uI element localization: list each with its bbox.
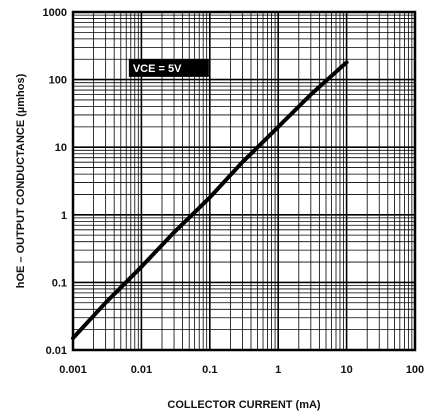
x-tick-label: 1 [275, 364, 281, 376]
annotation-background [128, 58, 209, 77]
x-tick-label: 0.1 [202, 364, 217, 376]
series-line [71, 60, 349, 341]
y-tick-label: 1 [61, 210, 67, 222]
y-tick-label: 1000 [43, 7, 67, 19]
x-tick-label: 100 [406, 364, 424, 376]
y-axis-label: hOE – OUTPUT CONDUCTANCE (µmhos) [15, 73, 27, 288]
x-tick-labels: 0.001 0.01 0.1 1 10 100 [59, 364, 424, 376]
plot-area [73, 12, 415, 350]
y-tick-label: 0.1 [52, 277, 67, 289]
x-tick-label: 10 [340, 364, 352, 376]
y-tick-label: 0.01 [46, 345, 67, 357]
y-tick-labels: 1000 100 10 1 0.1 0.01 [43, 7, 67, 357]
x-tick-label: 0.01 [131, 364, 152, 376]
y-tick-label: 10 [55, 142, 67, 154]
x-tick-label: 0.001 [59, 364, 87, 376]
x-axis-label: COLLECTOR CURRENT (mA) [167, 399, 321, 411]
y-tick-label: 100 [49, 75, 67, 87]
plot-frame [71, 10, 417, 352]
vce-annotation: VCE = 5V [133, 63, 182, 75]
